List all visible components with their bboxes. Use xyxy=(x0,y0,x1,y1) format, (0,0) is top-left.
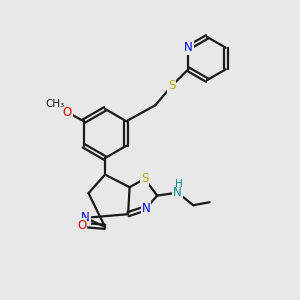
Text: H: H xyxy=(78,222,86,233)
Text: N: N xyxy=(184,41,193,54)
Text: O: O xyxy=(63,106,72,119)
Text: N: N xyxy=(173,186,182,199)
Text: S: S xyxy=(168,79,176,92)
Text: N: N xyxy=(142,202,151,215)
Text: O: O xyxy=(77,219,86,232)
Text: H: H xyxy=(175,178,183,189)
Text: CH₃: CH₃ xyxy=(45,99,64,109)
Text: N: N xyxy=(81,211,90,224)
Text: S: S xyxy=(141,172,148,185)
